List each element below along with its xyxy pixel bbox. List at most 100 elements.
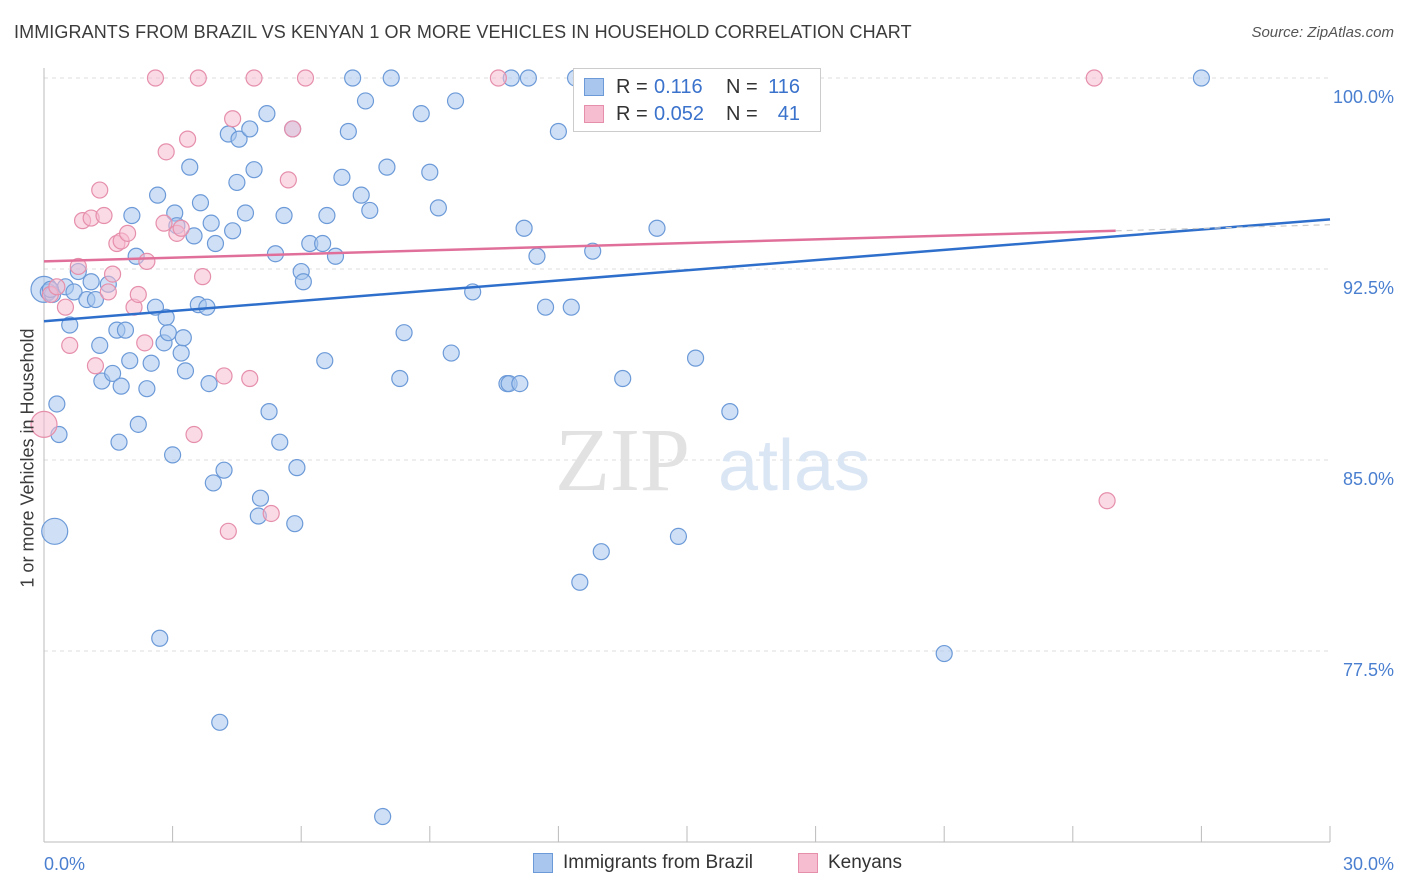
point-brazil: [326, 247, 345, 265]
point-brazil: [614, 369, 632, 388]
point-brazil: [86, 290, 105, 309]
axes: [43, 68, 1331, 843]
point-brazil: [138, 380, 156, 398]
point-kenyans: [241, 369, 259, 388]
point-brazil: [241, 120, 259, 138]
point-brazil: [412, 105, 430, 123]
point-brazil: [352, 186, 370, 204]
legend-item-brazil[interactable]: Immigrants from Brazil: [533, 852, 753, 874]
point-brazil: [361, 201, 379, 220]
point-kenyans: [194, 268, 212, 286]
n-label: N =: [726, 75, 758, 98]
point-brazil: [288, 459, 306, 477]
point-brazil: [446, 92, 465, 110]
point-brazil: [316, 352, 334, 370]
point-brazil: [181, 158, 199, 176]
point-kenyans: [146, 69, 165, 87]
r-value: 0.116: [654, 75, 703, 98]
legend-swatch-brazil: [584, 78, 604, 96]
y-tick-label: 92.5%: [1343, 278, 1394, 298]
point-brazil: [519, 69, 537, 87]
tick-labels: 100.0% 92.5% 85.0% 77.5% 0.0% 30.0%: [44, 87, 1394, 874]
point-brazil: [176, 362, 195, 380]
point-kenyans: [296, 69, 315, 87]
legend-swatch-kenyans: [798, 853, 818, 873]
point-brazil: [48, 395, 66, 413]
point-kenyans: [30, 410, 58, 438]
watermark-zip: ZIP: [555, 411, 690, 510]
point-brazil: [275, 206, 293, 225]
point-brazil: [592, 543, 610, 561]
point-brazil: [356, 92, 375, 110]
point-brazil: [258, 105, 276, 123]
point-brazil: [421, 163, 439, 181]
point-brazil: [215, 461, 233, 479]
point-brazil: [395, 324, 413, 342]
point-brazil: [61, 316, 79, 334]
y-tick-label: 100.0%: [1333, 87, 1394, 107]
n-value: 116: [768, 75, 800, 98]
point-kenyans: [279, 171, 297, 189]
point-kenyans: [215, 367, 233, 385]
point-kenyans: [118, 224, 137, 242]
point-brazil: [648, 219, 666, 237]
point-brazil: [382, 69, 400, 87]
point-kenyans: [136, 334, 154, 352]
point-brazil: [236, 204, 255, 222]
point-brazil: [669, 527, 688, 546]
trend-line-brazil: [43, 218, 1331, 323]
point-kenyans: [245, 69, 263, 87]
point-brazil: [721, 403, 739, 421]
point-kenyans: [129, 285, 147, 304]
point-brazil: [286, 515, 304, 533]
y-tick-label: 85.0%: [1343, 469, 1394, 489]
point-brazil: [429, 199, 447, 217]
point-kenyans: [179, 130, 197, 148]
point-brazil: [314, 234, 332, 253]
point-brazil: [174, 329, 192, 347]
point-kenyans: [56, 298, 75, 316]
point-kenyans: [489, 69, 507, 87]
point-kenyans: [262, 504, 280, 523]
point-brazil: [333, 168, 351, 186]
point-kenyans: [172, 219, 190, 237]
y-axis-label: 1 or more Vehicles in Household: [17, 328, 38, 588]
chart-source: Source: ZipAtlas.com: [1251, 24, 1394, 41]
point-brazil: [562, 298, 580, 316]
point-brazil: [112, 377, 130, 395]
point-brazil: [191, 194, 210, 212]
point-kenyans: [61, 336, 79, 354]
point-brazil: [164, 446, 182, 464]
point-brazil: [511, 375, 529, 393]
trend-lines: [43, 218, 1331, 323]
trend-line-kenyans-extension: [1115, 224, 1331, 232]
r-label: R =: [616, 75, 648, 98]
point-kenyans: [284, 120, 302, 138]
point-brazil: [65, 283, 83, 301]
point-brazil: [378, 158, 396, 176]
stats-legend: R = 0.116 N = 116 R = 0.052 N = 41: [573, 68, 821, 132]
point-kenyans: [157, 143, 175, 161]
point-kenyans: [1085, 69, 1103, 87]
point-brazil: [123, 206, 141, 225]
point-kenyans: [138, 252, 156, 270]
point-kenyans: [91, 181, 109, 199]
point-brazil: [391, 369, 409, 388]
x-tick-label: 30.0%: [1343, 854, 1394, 874]
point-brazil: [116, 321, 135, 339]
point-kenyans: [1098, 492, 1116, 510]
point-kenyans: [185, 425, 203, 444]
point-kenyans: [86, 357, 105, 375]
point-kenyans: [48, 278, 66, 296]
watermark: ZIP atlas: [555, 411, 870, 510]
legend-swatch-kenyans: [584, 105, 604, 123]
point-brazil: [318, 206, 336, 225]
point-brazil: [344, 69, 362, 87]
point-brazil: [224, 222, 242, 240]
point-brazil: [528, 247, 546, 265]
point-brazil: [549, 122, 568, 141]
point-brazil: [515, 219, 533, 237]
legend-item-kenyans[interactable]: Kenyans: [798, 852, 902, 874]
point-brazil: [172, 344, 190, 362]
point-kenyans: [224, 110, 242, 128]
